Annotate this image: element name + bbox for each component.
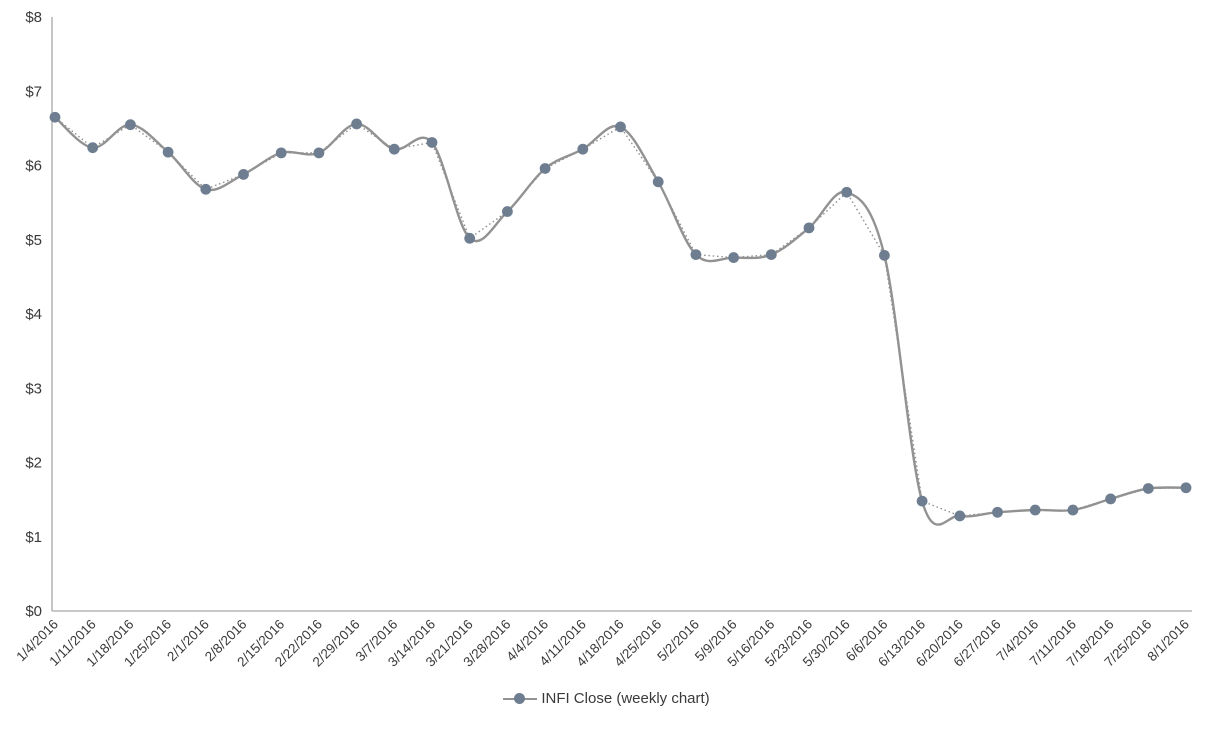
y-tick-label: $4 bbox=[25, 306, 42, 323]
y-tick-label: $2 bbox=[25, 455, 42, 472]
data-point-marker bbox=[200, 183, 212, 195]
data-point-marker bbox=[49, 111, 61, 123]
dotted-trend-line bbox=[54, 116, 1187, 517]
y-tick-label: $7 bbox=[25, 83, 42, 100]
data-point-marker bbox=[313, 147, 325, 159]
y-tick-label: $1 bbox=[25, 529, 42, 546]
data-point-marker bbox=[502, 206, 513, 217]
y-tick-label: $8 bbox=[25, 9, 42, 26]
y-tick-label: $6 bbox=[25, 158, 42, 175]
series-markers bbox=[49, 111, 1192, 522]
data-point-marker bbox=[87, 142, 99, 154]
data-point-marker bbox=[916, 495, 928, 507]
data-point-marker bbox=[992, 506, 1003, 518]
data-point-marker bbox=[426, 137, 438, 148]
data-point-marker bbox=[954, 510, 966, 522]
x-axis-labels: 1/4/20161/11/20161/18/20161/25/20162/1/2… bbox=[13, 617, 1192, 670]
y-axis-labels: $0 $1 $2 $3 $4 $5 $6 $7 $8 bbox=[25, 9, 42, 620]
data-point-marker bbox=[124, 119, 136, 131]
data-point-marker bbox=[690, 249, 702, 260]
data-point-marker bbox=[464, 232, 476, 244]
data-point-marker bbox=[539, 163, 551, 174]
data-point-marker bbox=[841, 186, 853, 198]
data-point-marker bbox=[765, 249, 777, 260]
data-point-marker bbox=[803, 222, 815, 234]
data-point-marker bbox=[879, 249, 890, 261]
data-point-marker bbox=[1180, 482, 1192, 494]
data-point-marker bbox=[275, 147, 287, 159]
y-tick-label: $3 bbox=[25, 380, 42, 397]
data-point-marker bbox=[1029, 504, 1041, 516]
series-smooth-line bbox=[53, 116, 1188, 526]
data-point-marker bbox=[577, 143, 589, 155]
data-point-marker bbox=[1105, 493, 1116, 505]
data-point-marker bbox=[1142, 483, 1154, 494]
y-tick-label: $0 bbox=[25, 603, 42, 620]
legend: INFI Close (weekly chart) bbox=[0, 690, 1213, 707]
x-tick-label: 8/1/2016 bbox=[1144, 617, 1192, 665]
data-point-marker bbox=[1067, 504, 1079, 516]
y-tick-label: $5 bbox=[25, 232, 42, 249]
axes bbox=[51, 17, 1192, 612]
data-point-marker bbox=[388, 143, 400, 155]
data-point-marker bbox=[238, 169, 249, 180]
series-line-marker-icon bbox=[503, 692, 538, 705]
data-point-marker bbox=[162, 146, 174, 158]
data-point-marker bbox=[351, 118, 362, 130]
data-point-marker bbox=[652, 176, 664, 188]
data-point-marker bbox=[728, 252, 739, 263]
legend-dot-swatch bbox=[514, 693, 526, 704]
legend-label: INFI Close (weekly chart) bbox=[541, 690, 710, 707]
data-point-marker bbox=[615, 121, 626, 133]
